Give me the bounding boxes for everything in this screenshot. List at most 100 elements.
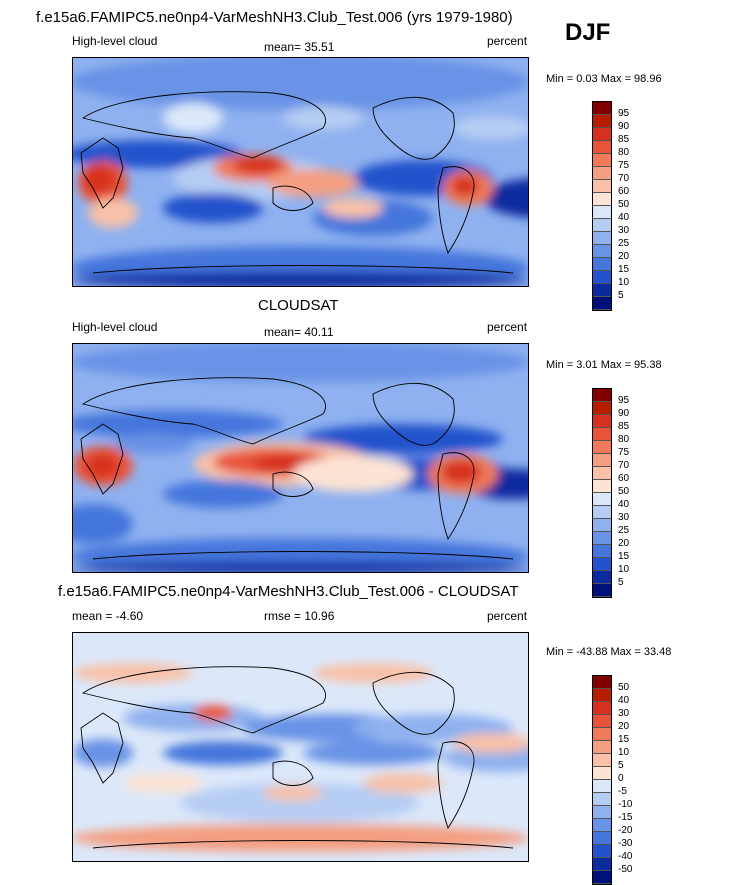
colorbar-tick-label: 50 — [618, 486, 630, 497]
coastline — [437, 166, 475, 255]
colorbar-tick-label: 75 — [618, 447, 630, 458]
coastline — [81, 377, 326, 445]
field-contour — [483, 178, 528, 218]
coastline — [437, 741, 475, 830]
colorbar-tick-label: 5 — [618, 760, 624, 771]
colorbar-swatch — [593, 167, 611, 180]
colorbar-swatch — [593, 180, 611, 193]
panel3-units: percent — [487, 609, 528, 623]
coastline — [80, 423, 124, 495]
colorbar-tick-label: 60 — [618, 186, 630, 197]
panel1-mean: mean= 35.51 — [264, 40, 335, 54]
colorbar-swatch — [593, 115, 611, 128]
colorbar-swatch — [593, 689, 611, 702]
field-contour — [453, 733, 528, 753]
colorbar-swatch — [593, 415, 611, 428]
panel1-colorbar — [592, 101, 612, 311]
colorbar-swatch — [593, 389, 611, 402]
colorbar-swatch — [593, 297, 611, 310]
colorbar-swatch — [593, 493, 611, 506]
field-contour — [193, 705, 233, 721]
colorbar-tick-label: 70 — [618, 460, 630, 471]
colorbar-swatch — [593, 558, 611, 571]
field-contour — [293, 456, 413, 492]
colorbar-swatch — [593, 154, 611, 167]
field-contour — [73, 140, 243, 168]
colorbar-swatch — [593, 676, 611, 689]
colorbar-tick-label: 10 — [618, 747, 630, 758]
colorbar-swatch — [593, 832, 611, 845]
colorbar-swatch — [593, 858, 611, 871]
colorbar-tick-label: -10 — [618, 799, 633, 810]
coastline — [80, 137, 124, 209]
coastline — [81, 666, 326, 734]
field-contour — [163, 741, 283, 765]
colorbar-tick-label: 85 — [618, 134, 630, 145]
field-contour — [303, 741, 443, 765]
field-contour — [233, 156, 283, 174]
colorbar-swatch — [593, 428, 611, 441]
colorbar-tick-label: 85 — [618, 421, 630, 432]
colorbar-swatch — [593, 219, 611, 232]
colorbar-swatch — [593, 767, 611, 780]
field-contour — [73, 504, 133, 544]
colorbar-swatch — [593, 193, 611, 206]
coastline — [92, 840, 514, 849]
colorbar-swatch — [593, 545, 611, 558]
colorbar-swatch — [593, 754, 611, 767]
panel3-minmax: Min = -43.88 Max = 33.48 — [546, 646, 672, 658]
panel3-mean: mean = -4.60 — [72, 609, 144, 623]
coastline — [92, 265, 514, 274]
colorbar-tick-label: -15 — [618, 812, 633, 823]
colorbar-tick-label: 20 — [618, 721, 630, 732]
field-contour — [83, 166, 115, 194]
colorbar-tick-label: -5 — [618, 786, 627, 797]
colorbar-swatch — [593, 532, 611, 545]
colorbar-tick-label: -50 — [618, 864, 633, 875]
colorbar-tick-label: -30 — [618, 838, 633, 849]
field-contour — [88, 198, 138, 228]
field-contour — [73, 58, 528, 110]
field-plot — [73, 663, 528, 852]
panel1-map — [72, 57, 529, 287]
colorbar-swatch — [593, 780, 611, 793]
field-contour — [73, 663, 193, 683]
panel2-variable-label: High-level cloud — [72, 320, 158, 334]
colorbar-swatch — [593, 402, 611, 415]
colorbar-tick-label: -20 — [618, 825, 633, 836]
colorbar-tick-label: 50 — [618, 199, 630, 210]
season-label: DJF — [565, 19, 611, 46]
panel2-minmax: Min = 3.01 Max = 95.38 — [546, 359, 662, 371]
coastline — [80, 712, 124, 784]
colorbar-tick-label: 5 — [618, 577, 624, 588]
field-contour — [441, 460, 481, 484]
field-contour — [323, 198, 383, 218]
field-contour — [453, 116, 528, 140]
colorbar-swatch — [593, 519, 611, 532]
colorbar-tick-label: 15 — [618, 264, 630, 275]
colorbar-tick-label: 40 — [618, 212, 630, 223]
field-contour — [163, 480, 283, 508]
coastline — [272, 760, 314, 786]
colorbar-tick-label: 15 — [618, 734, 630, 745]
colorbar-tick-label: 60 — [618, 473, 630, 484]
colorbar-swatch — [593, 141, 611, 154]
colorbar-tick-label: 30 — [618, 512, 630, 523]
colorbar-tick-label: 70 — [618, 173, 630, 184]
coastline — [92, 551, 514, 560]
colorbar-swatch — [593, 480, 611, 493]
colorbar-swatch — [593, 702, 611, 715]
colorbar-swatch — [593, 206, 611, 219]
panel2-mean: mean= 40.11 — [264, 325, 334, 339]
colorbar-tick-label: 95 — [618, 395, 630, 406]
coastline — [272, 471, 314, 497]
panel3-title: f.e15a6.FAMIPC5.ne0np4-VarMeshNH3.Club_T… — [58, 583, 519, 600]
colorbar-tick-label: 40 — [618, 695, 630, 706]
colorbar-swatch — [593, 232, 611, 245]
colorbar-tick-label: 50 — [618, 682, 630, 693]
field-contour — [123, 773, 203, 793]
panel2-units: percent — [487, 320, 528, 334]
colorbar-tick-label: 80 — [618, 434, 630, 445]
field-contour — [73, 272, 528, 286]
colorbar-tick-label: 20 — [618, 251, 630, 262]
